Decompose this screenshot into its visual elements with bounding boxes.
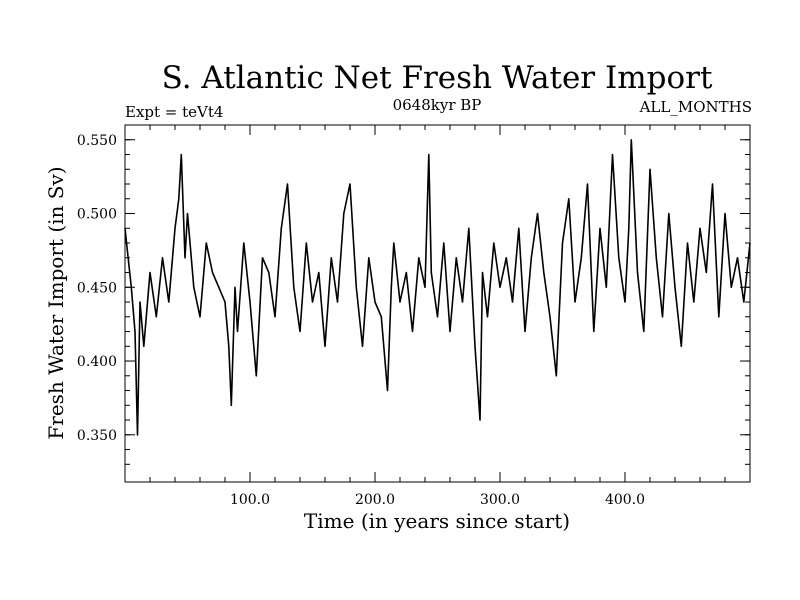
fresh-water-import-line: [124, 139, 751, 436]
y-tick-label: 0.500: [77, 207, 117, 223]
y-tick-label: 0.400: [77, 354, 117, 370]
months-label: ALL_MONTHS: [639, 98, 752, 116]
experiment-label: Expt = teVt4: [125, 103, 223, 121]
x-tick-label: 200.0: [355, 492, 395, 508]
plot-frame: [124, 124, 751, 483]
y-tick-label: 0.350: [77, 428, 117, 444]
x-tick-label: 400.0: [605, 492, 645, 508]
y-axis-label: Fresh Water Import (in Sv): [44, 166, 68, 439]
y-tick-label: 0.450: [77, 280, 117, 296]
axis-ticks: 100.0 200.0 300.0 400.0 0.350 0.400 0.450 0.500…: [77, 125, 750, 508]
x-tick-label: 300.0: [480, 492, 520, 508]
y-tick-label: 0.550: [77, 133, 117, 149]
x-axis-label: Time (in years since start): [304, 509, 570, 533]
x-tick-label: 100.0: [230, 492, 270, 508]
period-label: 0648kyr BP: [393, 96, 482, 114]
chart-title: S. Atlantic Net Fresh Water Import: [162, 60, 713, 96]
